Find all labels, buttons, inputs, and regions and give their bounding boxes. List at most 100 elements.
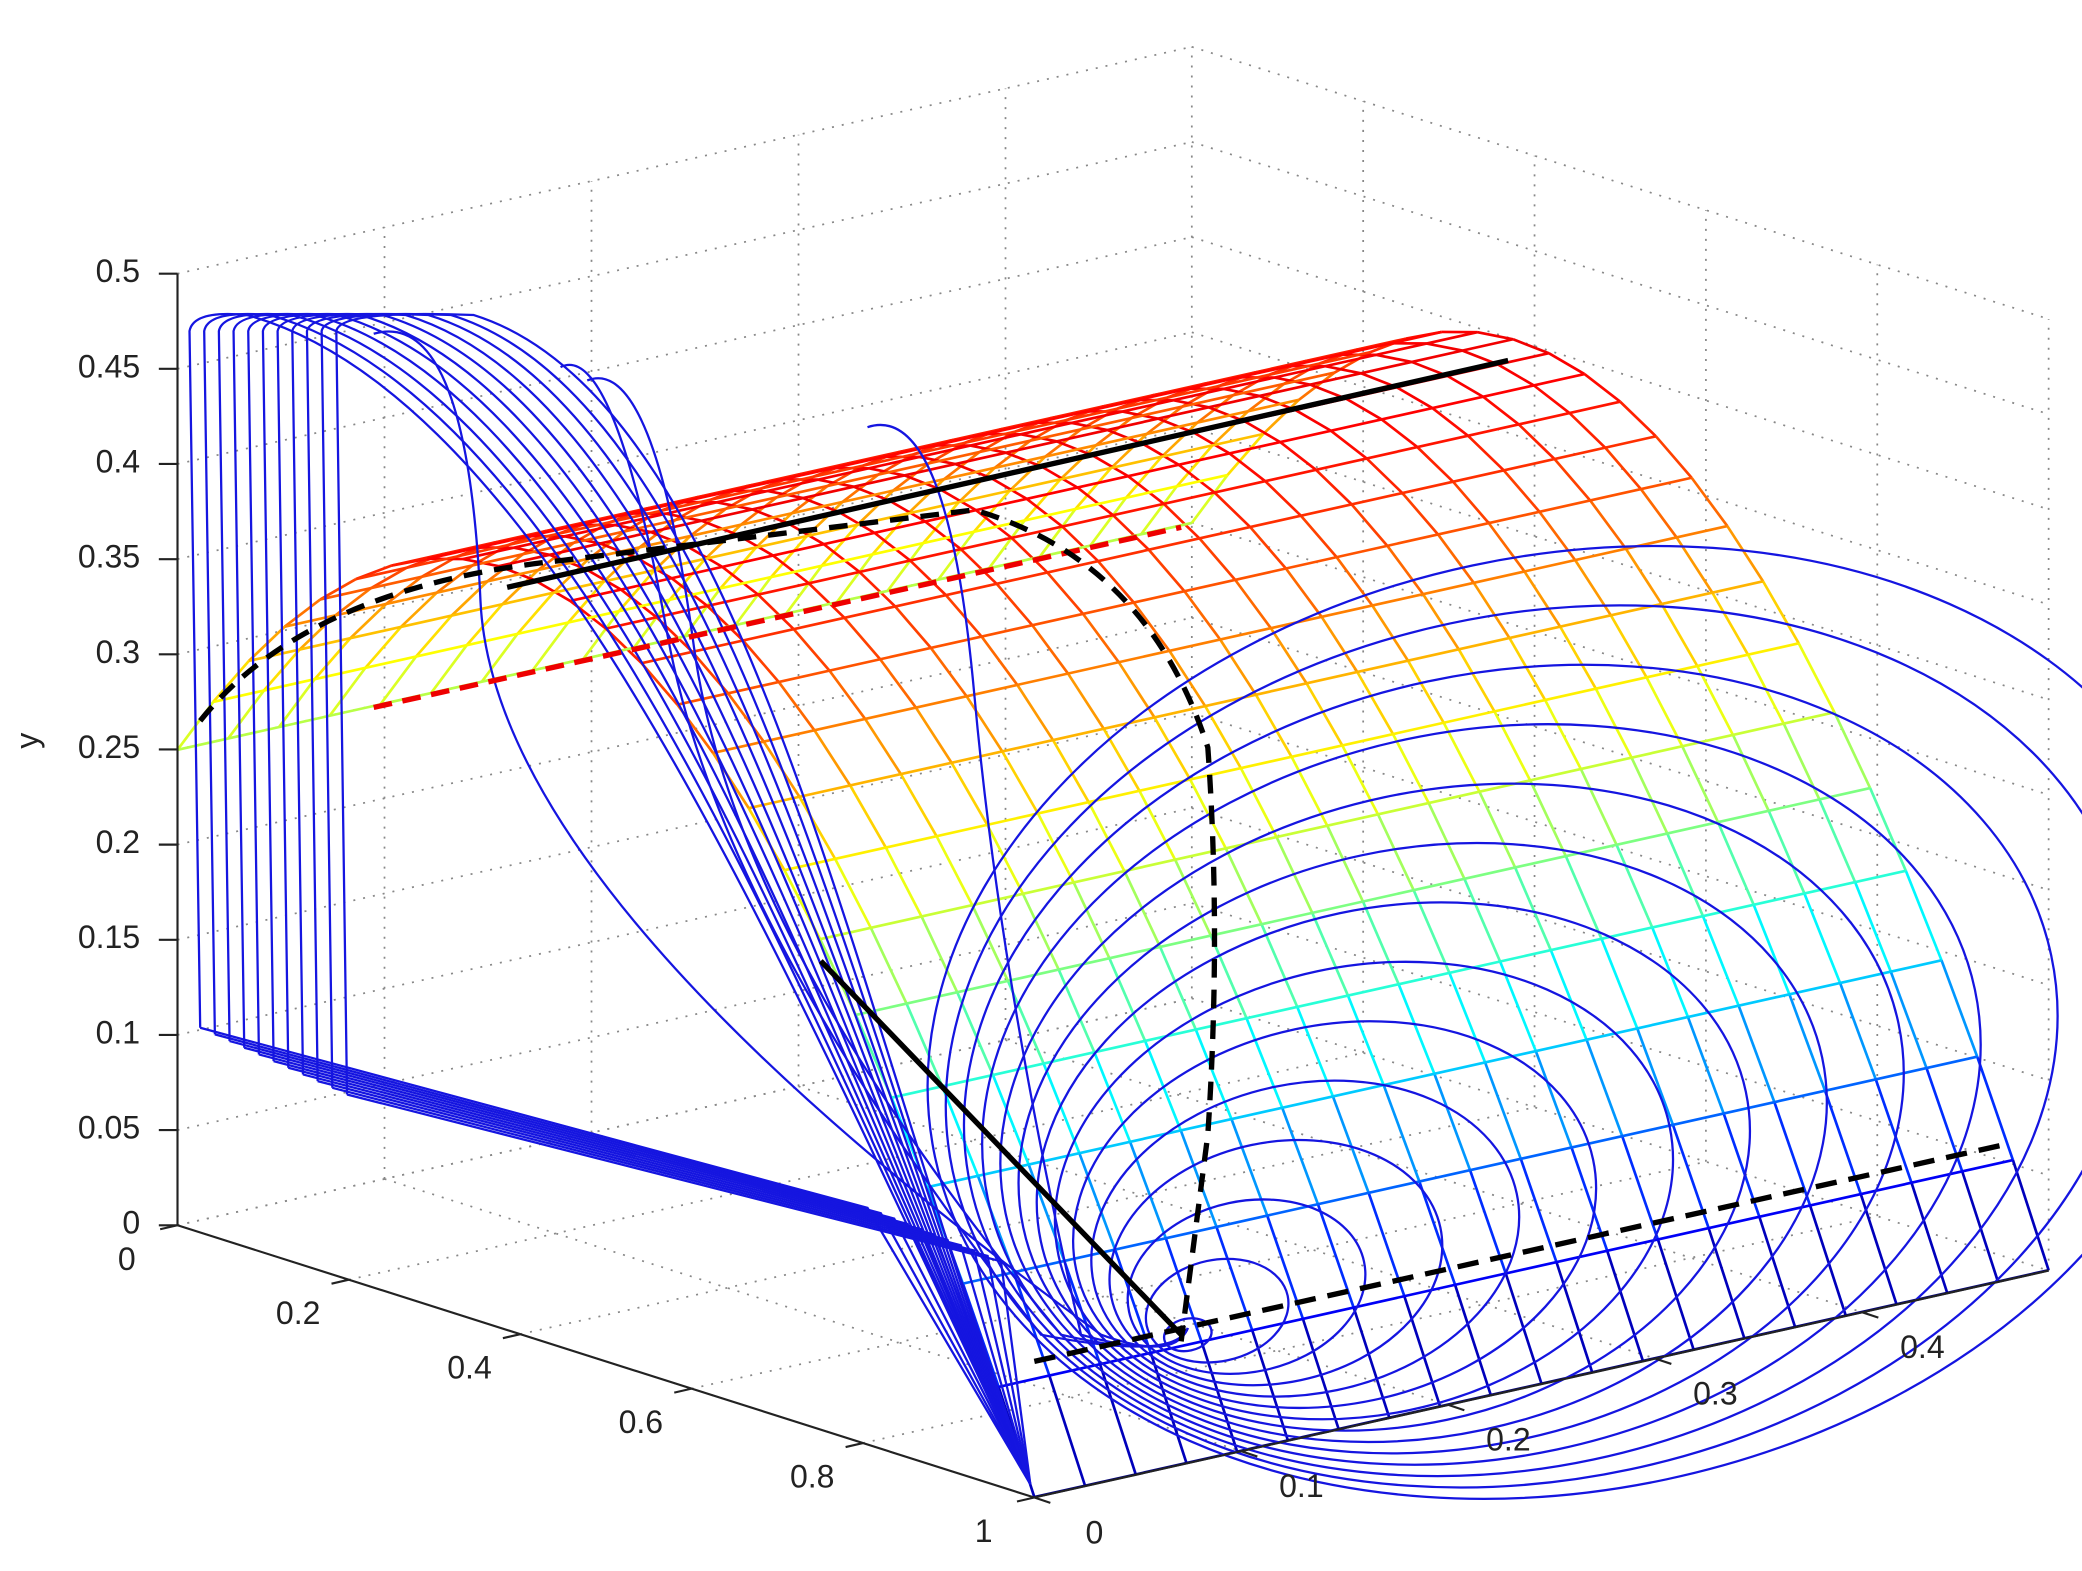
mesh-line xyxy=(971,904,1010,982)
mesh-line xyxy=(957,466,996,504)
mesh-line xyxy=(1401,492,1440,536)
mesh-line xyxy=(531,621,570,672)
mesh-line xyxy=(922,501,960,544)
mesh-line xyxy=(1059,444,1097,481)
mesh-line xyxy=(770,535,808,578)
mesh-line xyxy=(1538,510,1577,561)
mesh-line xyxy=(1264,480,1302,517)
trajectory xyxy=(217,312,1032,1485)
mesh-line xyxy=(1548,352,1586,376)
mesh-line xyxy=(751,508,789,525)
mesh-line xyxy=(1076,486,1114,517)
mesh-line xyxy=(1072,881,1111,959)
mesh-line xyxy=(1140,485,1178,536)
mesh-line xyxy=(1005,451,1043,468)
mesh-line xyxy=(1040,465,1079,489)
z-tick-label: 0.3 xyxy=(1693,1375,1738,1411)
mesh-line xyxy=(833,858,873,929)
mesh-line xyxy=(1619,400,1657,438)
mesh-line xyxy=(1513,866,1553,951)
mesh-line xyxy=(784,642,1800,872)
mesh-line xyxy=(1081,613,1120,664)
mesh-line xyxy=(1211,410,1250,447)
mesh-line xyxy=(1442,722,1481,793)
mesh-line xyxy=(1127,475,1165,505)
grid-line xyxy=(691,1160,1707,1390)
mesh-line xyxy=(1193,431,1231,455)
mesh-line xyxy=(1701,915,1740,1007)
black-segment xyxy=(818,959,1184,1337)
y-tick-label: 0.3 xyxy=(96,634,141,670)
mesh-line xyxy=(604,627,643,665)
grid-line xyxy=(1191,141,2049,416)
mesh-line xyxy=(873,531,912,562)
mesh-line xyxy=(1758,1216,1797,1328)
z-tick-label: 0.4 xyxy=(1900,1329,1945,1365)
mesh-line xyxy=(935,835,974,906)
mesh-line xyxy=(1125,455,1163,499)
mesh-line xyxy=(1198,537,1237,581)
mesh-line xyxy=(1294,408,1332,432)
mesh-line xyxy=(1483,1061,1523,1160)
mesh-line xyxy=(1594,688,1633,759)
mesh-line xyxy=(1386,545,1425,595)
x-tick-label: 0.8 xyxy=(790,1459,835,1495)
mesh-line xyxy=(1788,993,1827,1092)
mesh-line xyxy=(1585,1039,1624,1137)
trajectory xyxy=(373,330,1189,1348)
z-tick xyxy=(1654,1357,1672,1365)
mesh-line xyxy=(1517,423,1556,460)
mesh-line xyxy=(980,635,1019,686)
mesh-line xyxy=(385,575,423,606)
mesh-line xyxy=(939,488,977,512)
mesh-line xyxy=(1508,637,1547,701)
trajectory xyxy=(926,544,2082,1500)
z-tick-label: 0 xyxy=(1085,1514,1103,1550)
mesh-line xyxy=(1452,480,1490,525)
mesh-line xyxy=(1559,625,1598,690)
mesh-line xyxy=(787,522,825,546)
mesh-line xyxy=(1696,665,1735,736)
mesh-line xyxy=(926,959,1942,1189)
mesh-line xyxy=(1036,812,1075,884)
mesh-line xyxy=(869,927,908,1005)
mesh-line xyxy=(1624,548,1663,605)
mesh-line xyxy=(450,580,489,617)
mesh-line xyxy=(653,535,692,572)
mesh-line xyxy=(1279,441,1317,471)
mesh-line xyxy=(991,1074,1030,1166)
mesh-line xyxy=(888,499,926,523)
mesh-line xyxy=(227,689,265,740)
mesh-line xyxy=(1260,923,1299,1008)
mesh-line xyxy=(1731,734,1770,812)
x-tick-label: 0.2 xyxy=(276,1295,321,1331)
mesh-line xyxy=(1149,1352,1188,1464)
mesh-line xyxy=(907,478,945,515)
mesh-line xyxy=(986,824,1025,895)
mesh-line xyxy=(1553,458,1592,502)
y-tick-label: 0.1 xyxy=(96,1014,141,1050)
mesh-line xyxy=(617,569,656,613)
trajectory xyxy=(1144,1257,1290,1364)
mesh-line xyxy=(1376,813,1415,891)
trajectory xyxy=(560,363,1189,1348)
mesh-line xyxy=(1446,374,1484,398)
z-tick xyxy=(1447,1403,1465,1412)
mesh-line xyxy=(1352,1307,1391,1419)
mesh-line xyxy=(569,372,1585,603)
mesh-line xyxy=(1138,790,1177,861)
y-tick-label: 0 xyxy=(122,1205,140,1241)
mesh-line xyxy=(1681,745,1720,823)
mesh-line xyxy=(1021,893,1060,971)
mesh-line xyxy=(1112,514,1150,551)
mesh-line xyxy=(1645,676,1684,747)
z-axis xyxy=(1034,1269,2049,1499)
mesh-line xyxy=(1555,1261,1594,1373)
mesh-line xyxy=(465,603,504,647)
mesh-line xyxy=(1031,624,1070,675)
mesh-line xyxy=(1549,949,1588,1041)
mesh-line xyxy=(1175,444,1214,488)
mesh-line xyxy=(1868,787,1908,872)
mesh-line xyxy=(501,569,540,606)
mesh-line xyxy=(1523,570,1562,628)
